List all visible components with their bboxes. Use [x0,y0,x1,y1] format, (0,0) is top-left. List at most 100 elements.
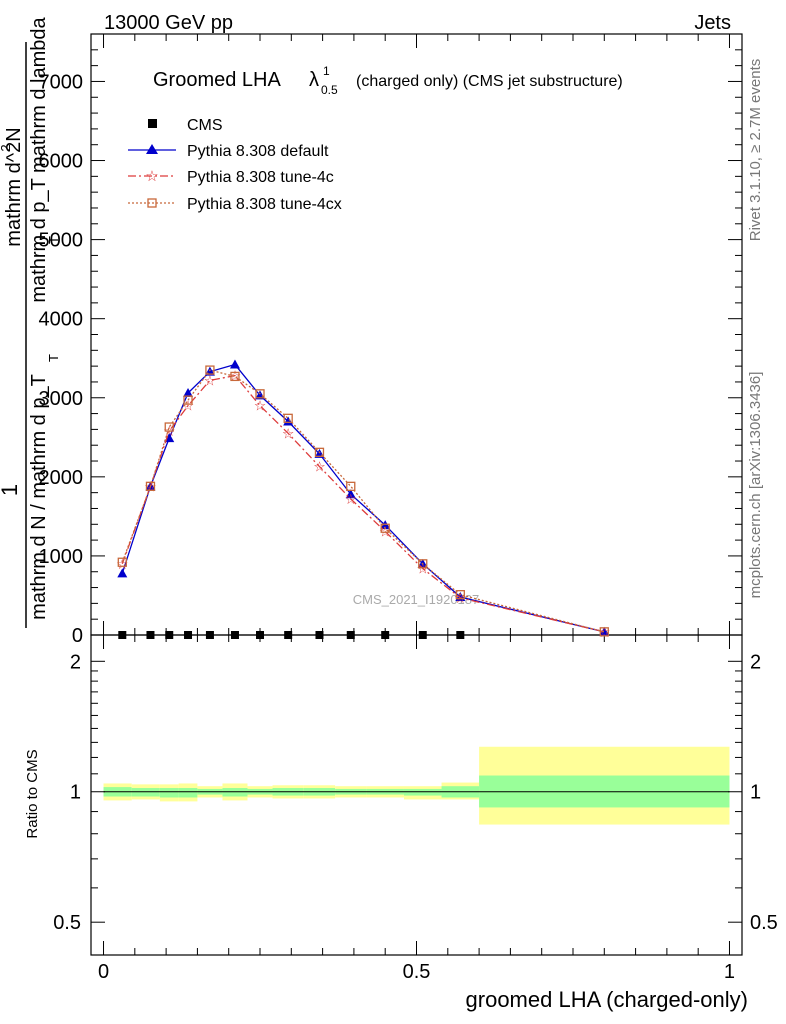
tune4cx-data-point [145,481,156,491]
legend-label-tune4cx: Pythia 8.308 tune-4cx [187,196,342,213]
ratio-y-tick-label-right: 0.5 [750,912,778,934]
y-label-sup: 2 [0,144,13,151]
cms-data-point [230,631,239,639]
y-tick-label: 6000 [39,151,84,173]
y-tick-label: 3000 [39,388,84,410]
mcplots-label: mcplots.cern.ch [arXiv:1306.3436] [747,372,764,599]
ratio-band-inner [159,788,179,798]
legend: CMS Pythia 8.308 default ☆ Pythia 8.308 … [128,117,342,213]
legend-label-cms: CMS [187,117,223,134]
cms-data-point [456,631,465,639]
tune4cx-data-point [380,523,390,533]
cms-data-point [381,631,390,639]
tune4cx-data-point [283,413,293,423]
ratio-bands [103,746,730,825]
y-label-left-sub: T [46,354,61,362]
ratio-y-tick-label-right: 2 [750,651,761,673]
header-right: Jets [694,12,731,34]
y-label-one: 1 [0,484,22,496]
cms-data-point [146,631,155,639]
main-y-label: 1 mathrm d N / mathrm d p_T T mathrm d^2… [0,16,61,628]
tune4c-data-point: ☆ [344,491,357,507]
cms-data-point [284,631,293,639]
tune4cx-data-point [255,389,265,399]
tune4cx-data-point [205,365,215,375]
tune4c-data-point: ☆ [416,561,429,577]
y-tick-label: 7000 [39,71,84,93]
x-tick-label: 1 [724,961,735,983]
tune4cx-data-point [455,590,465,600]
chart-title: Groomed LHA λ 1 0.5 (charged only) (CMS … [153,64,623,97]
legend-item-cms: CMS [148,117,223,134]
tune4c-data-point: ☆ [116,556,129,572]
cms-data-point [205,631,214,639]
axis-ticks: 0 1000 2000 3000 4000 5000 6000 7000 0 0.5 1 0.5 0.5… [39,34,778,983]
legend-label-tune4c: Pythia 8.308 tune-4c [187,169,334,186]
ratio-y-tick-label: 1 [70,782,81,804]
legend-item-tune4c: ☆ Pythia 8.308 tune-4c [128,168,334,186]
legend-marker-tune4c: ☆ [145,168,158,185]
tune4cx-data-point [346,481,356,491]
tune4c-data-point: ☆ [254,398,267,414]
title-rest: (charged only) (CMS jet substructure) [356,73,623,90]
default-data-point [283,416,294,426]
header-left: 13000 GeV pp [104,12,233,34]
cms-data-point [184,631,193,639]
title-symbol: λ [309,69,319,91]
legend-label-default: Pythia 8.308 default [187,143,329,160]
tune4c-data-point: ☆ [182,398,195,414]
default-data-point [599,626,610,636]
cms-data-point [165,631,174,639]
ratio-band-inner [178,788,198,798]
tune4cx-data-point [117,557,127,567]
tune4c-data-point: ☆ [454,590,467,606]
rivet-label: Rivet 3.1.10, ≥ 2.7M events [747,59,764,242]
tune4c-data-point: ☆ [282,425,295,441]
tune4cx-data-point [183,395,193,405]
legend-item-default: Pythia 8.308 default [128,143,329,160]
ratio-y-tick-label-right: 1 [750,782,761,804]
tune4cx-data-point [418,559,428,569]
y-tick-label: 0 [72,625,83,647]
tune4cx-data-point [230,371,240,382]
x-tick-label: 0 [98,961,109,983]
cms-data-point [315,631,324,639]
default-data-point [229,359,240,369]
y-tick-label: 2000 [39,467,84,489]
legend-marker-cms [148,119,157,128]
ratio-band-inner [131,788,160,797]
y-label-denominator: mathrm d p_T mathrm d lambda [28,16,50,302]
title-main: Groomed LHA [153,69,281,91]
y-label-den-sub: T [46,236,61,244]
y-tick-label: 1000 [39,546,84,568]
cms-data-point [346,631,355,639]
y-tick-label: 4000 [39,309,84,331]
cms-data-point [118,631,127,639]
y-label-numerator: mathrm d^2N [3,127,25,246]
x-axis-label: groomed LHA (charged-only) [466,987,748,1012]
legend-marker-default [146,144,158,154]
ratio-band-inner [222,788,248,797]
legend-marker-tune4cx [147,198,157,208]
ratio-y-tick-label: 0.5 [53,912,81,934]
series-line-tune4c [121,374,605,633]
tune4c-data-point: ☆ [313,459,326,475]
cms-data-point [418,631,427,639]
y-label-left: mathrm d N / mathrm d p_T [28,374,50,620]
watermark: CMS_2021_I1920187 [353,592,480,607]
x-tick-label: 0.5 [403,961,431,983]
default-data-point [117,568,128,578]
y-tick-label: 5000 [39,230,84,252]
tune4cx-data-point [164,422,174,432]
cms-data-point [256,631,265,639]
tune4c-data-point: ☆ [229,368,242,384]
tune4cx-data-point [599,627,609,637]
default-data-point [183,388,194,398]
tune4c-data-point: ☆ [379,523,392,539]
title-sub: 0.5 [321,83,338,97]
title-sup: 1 [323,64,330,78]
ratio-y-label: Ratio to CMS [24,749,41,838]
legend-item-tune4cx: Pythia 8.308 tune-4cx [128,196,342,213]
ratio-y-tick-label: 2 [70,651,81,673]
